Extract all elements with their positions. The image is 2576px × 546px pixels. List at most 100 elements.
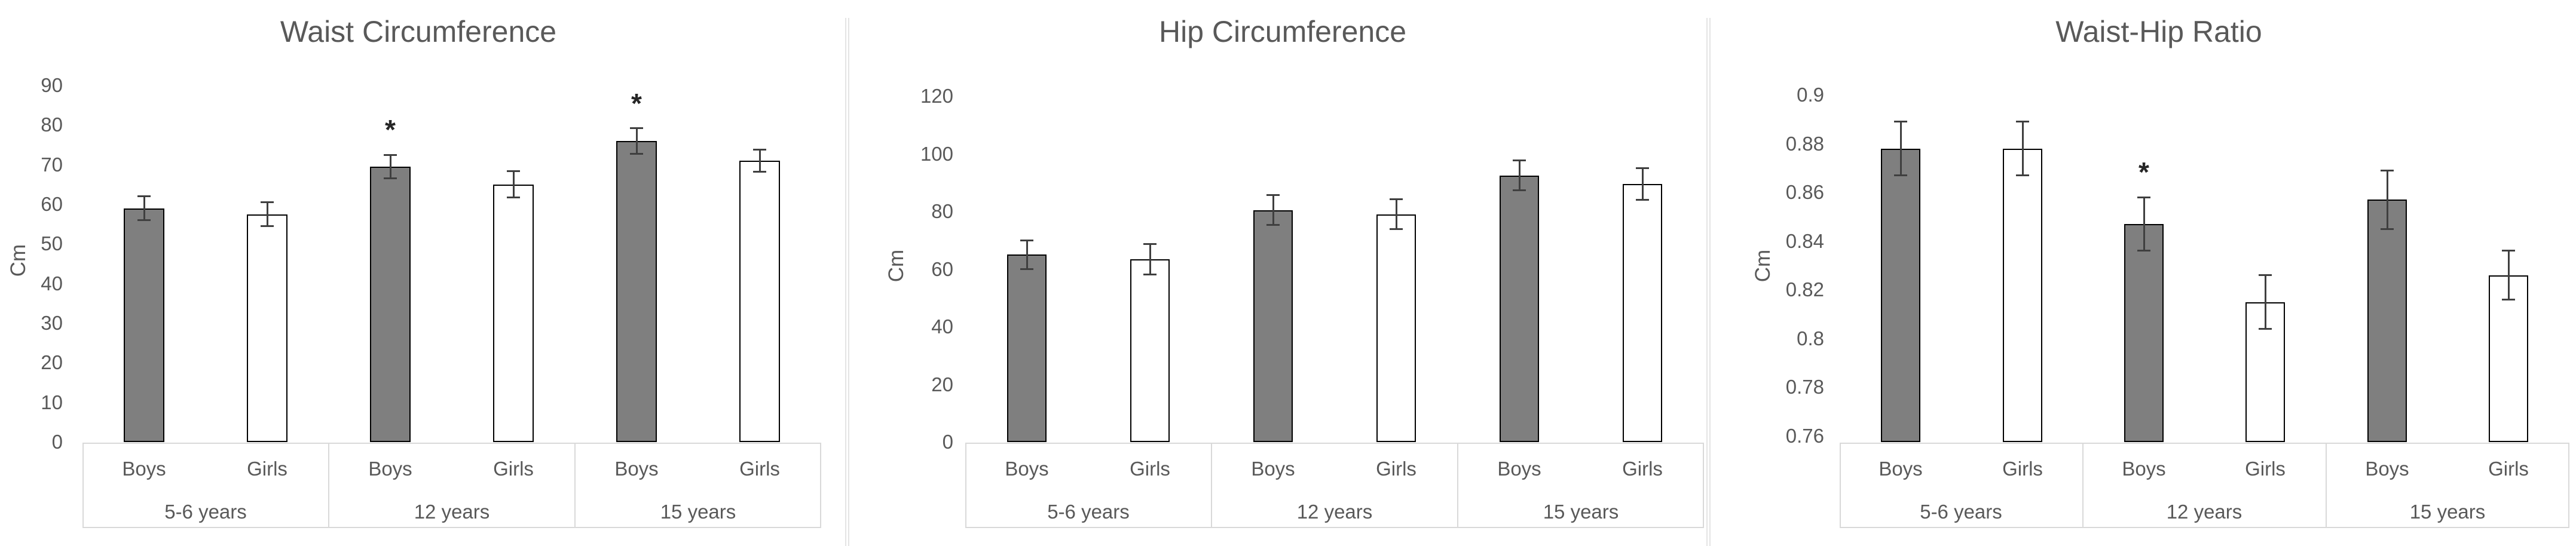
error-bar-whisker bbox=[1395, 199, 1397, 229]
group-label-15-years: 15 years bbox=[1543, 501, 1619, 523]
error-bar-cap-bottom bbox=[507, 197, 520, 199]
error-bar-whisker bbox=[266, 202, 268, 226]
error-bar-cap-bottom bbox=[261, 225, 274, 227]
y-axis-tick-label: 70 bbox=[41, 153, 63, 176]
category-label-girls: Girls bbox=[2002, 458, 2043, 480]
category-label-boys: Boys bbox=[1251, 458, 1295, 480]
y-axis-tick-label: 120 bbox=[920, 85, 953, 107]
error-bar-cap-bottom bbox=[2502, 298, 2515, 300]
category-label-girls: Girls bbox=[2245, 458, 2286, 480]
error-bar-whisker bbox=[1149, 244, 1151, 275]
error-bar-cap-top bbox=[261, 201, 274, 204]
y-axis-tick-label: 50 bbox=[41, 232, 63, 255]
error-bar-cap-top bbox=[753, 148, 766, 151]
error-bar-whisker bbox=[2143, 197, 2145, 251]
bar-boys-5-6-years bbox=[1007, 254, 1047, 442]
error-bar-cap-bottom bbox=[1390, 228, 1403, 231]
group-label-15-years: 15 years bbox=[660, 501, 736, 523]
y-axis-tick-label: 0.86 bbox=[1785, 181, 1824, 204]
error-bar-whisker bbox=[1026, 240, 1028, 269]
error-bar-whisker bbox=[1518, 160, 1520, 191]
y-axis-label: Cm bbox=[7, 244, 30, 277]
error-bar-cap-top bbox=[384, 154, 397, 156]
error-bar-whisker bbox=[2386, 170, 2388, 229]
category-label-boys: Boys bbox=[2365, 458, 2409, 480]
y-axis-tick-label: 0.84 bbox=[1785, 229, 1824, 252]
y-axis-tick-label: 0.8 bbox=[1797, 327, 1824, 349]
significance-asterisk: * bbox=[631, 87, 642, 119]
y-axis-tick-label: 60 bbox=[931, 257, 953, 280]
error-bar-cap-top bbox=[2381, 169, 2394, 171]
y-axis-label: Cm bbox=[885, 249, 908, 283]
category-axis-table-divider bbox=[2082, 443, 2084, 528]
error-bar-cap-top bbox=[2502, 250, 2515, 252]
group-label-15-years: 15 years bbox=[2409, 501, 2486, 523]
bar-boys-15-years bbox=[616, 140, 657, 442]
error-bar-cap-top bbox=[1390, 198, 1403, 201]
error-bar-cap-top bbox=[1513, 159, 1526, 162]
error-bar-whisker bbox=[1641, 168, 1644, 200]
error-bar-cap-top bbox=[137, 195, 151, 198]
group-label-12-years: 12 years bbox=[1296, 501, 1373, 523]
bar-boys-15-years bbox=[1500, 175, 1539, 442]
error-bar-whisker bbox=[1272, 195, 1274, 225]
y-axis-tick-label: 40 bbox=[41, 272, 63, 295]
y-axis-tick-label: 90 bbox=[41, 74, 63, 96]
chart-title: Waist Circumference bbox=[280, 15, 557, 48]
category-axis-table-divider bbox=[2326, 443, 2327, 528]
category-label-girls: Girls bbox=[1376, 458, 1417, 480]
error-bar-cap-top bbox=[1143, 243, 1157, 245]
y-axis-tick-label: 0.82 bbox=[1785, 278, 1824, 301]
category-label-boys: Boys bbox=[1879, 458, 1923, 480]
error-bar-cap-bottom bbox=[1143, 273, 1157, 275]
category-label-boys: Boys bbox=[614, 458, 659, 480]
error-bar-whisker bbox=[2264, 275, 2266, 329]
y-axis-tick-label: 0.76 bbox=[1785, 424, 1824, 447]
panel-divider bbox=[845, 18, 849, 546]
error-bar-cap-top bbox=[1020, 239, 1033, 241]
y-axis-tick-label: 0 bbox=[942, 431, 953, 453]
error-bar-cap-bottom bbox=[384, 177, 397, 180]
error-bar-whisker bbox=[2021, 121, 2024, 176]
error-bar-cap-bottom bbox=[2137, 250, 2150, 252]
bar-girls-12-years bbox=[1376, 214, 1416, 442]
bar-boys-12-years bbox=[370, 166, 411, 442]
panel-divider bbox=[1706, 18, 1711, 546]
category-axis-table-divider bbox=[1457, 443, 1458, 528]
bar-girls-15-years bbox=[2489, 275, 2528, 442]
error-bar-whisker bbox=[635, 128, 638, 154]
error-bar-whisker bbox=[758, 149, 761, 172]
error-bar-cap-bottom bbox=[1266, 224, 1280, 226]
group-label-12-years: 12 years bbox=[414, 501, 490, 523]
error-bar-cap-bottom bbox=[1636, 199, 1649, 201]
error-bar-cap-top bbox=[2016, 121, 2029, 123]
category-axis-table bbox=[1840, 443, 2569, 528]
category-axis-table-divider bbox=[328, 443, 329, 528]
bar-girls-15-years bbox=[1623, 184, 1662, 442]
error-bar-whisker bbox=[389, 155, 391, 179]
error-bar-cap-top bbox=[2137, 196, 2150, 198]
category-label-girls: Girls bbox=[1622, 458, 1663, 480]
y-axis-tick-label: 0.78 bbox=[1785, 376, 1824, 398]
y-axis-tick-label: 100 bbox=[920, 142, 953, 165]
y-axis-tick-label: 20 bbox=[931, 373, 953, 395]
error-bar-cap-bottom bbox=[2381, 228, 2394, 230]
error-bar-cap-top bbox=[2259, 274, 2272, 277]
significance-asterisk: * bbox=[2138, 157, 2149, 188]
y-axis-tick-label: 80 bbox=[41, 114, 63, 136]
error-bar-cap-top bbox=[630, 127, 643, 130]
category-label-boys: Boys bbox=[1005, 458, 1049, 480]
y-axis-tick-label: 0.9 bbox=[1797, 84, 1824, 106]
error-bar-cap-bottom bbox=[1020, 268, 1033, 270]
error-bar-cap-top bbox=[1266, 194, 1280, 196]
bar-boys-12-years bbox=[1253, 210, 1293, 442]
error-bar-whisker bbox=[2507, 250, 2510, 300]
bar-girls-5-6-years bbox=[2003, 148, 2042, 442]
error-bar-whisker bbox=[1899, 121, 1902, 176]
y-axis-tick-label: 80 bbox=[931, 200, 953, 222]
bar-boys-12-years bbox=[2124, 224, 2164, 442]
y-axis-tick-label: 30 bbox=[41, 312, 63, 334]
bar-boys-5-6-years bbox=[1881, 148, 1920, 442]
bar-boys-15-years bbox=[2367, 200, 2407, 442]
y-axis-tick-label: 60 bbox=[41, 193, 63, 215]
